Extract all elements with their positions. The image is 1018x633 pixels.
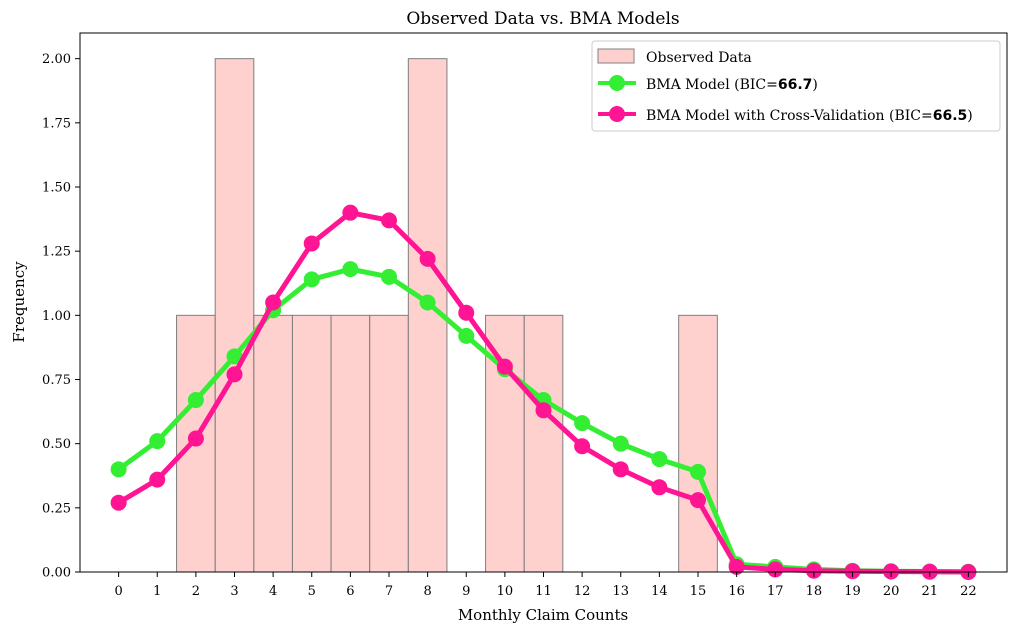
legend-bma-cv-marker (609, 106, 625, 122)
histogram-bar (253, 314, 293, 573)
x-tick-label: 17 (767, 584, 784, 599)
x-tick-label: 8 (423, 584, 431, 599)
x-axis-label: Monthly Claim Counts (458, 606, 628, 624)
x-tick-label: 21 (921, 584, 938, 599)
histogram-bar (369, 314, 409, 573)
histogram-bar (678, 314, 718, 573)
series-point-1 (419, 250, 436, 267)
series-point-1 (381, 212, 397, 229)
series-point-1 (110, 494, 127, 511)
histogram-bar (330, 314, 371, 573)
histogram-bars (176, 58, 718, 573)
x-tick-label: 9 (462, 584, 470, 599)
series-point-1 (805, 562, 822, 579)
series-point-1 (458, 304, 475, 321)
series-point-0 (381, 268, 397, 285)
x-tick-label: 15 (690, 584, 707, 599)
series-point-0 (110, 461, 127, 478)
series-lines (110, 204, 977, 580)
chart-title: Observed Data vs. BMA Models (406, 9, 679, 29)
series-point-1 (767, 561, 784, 578)
series-point-1 (574, 438, 591, 455)
y-axis-ticks: 0.00 0.25 0.50 0.75 1.00 1.25 1.50 1.75 2.00 (42, 52, 80, 581)
x-tick-label: 6 (346, 584, 354, 599)
x-tick-label: 19 (844, 584, 861, 599)
series-point-0 (149, 433, 166, 450)
series-point-1 (535, 402, 552, 419)
y-tick-label: 0.00 (42, 566, 71, 581)
y-tick-label: 1.25 (42, 245, 71, 260)
y-tick-label: 1.75 (42, 116, 71, 131)
y-tick-label: 2.00 (42, 52, 71, 67)
x-tick-label: 20 (883, 584, 900, 599)
y-tick-label: 1.50 (42, 181, 71, 196)
x-axis-ticks: 0 1 2 3 4 5 6 7 8 9 10 11 12 13 14 15 16 17 18 19 20 21 22 (114, 572, 977, 599)
series-point-0 (690, 463, 706, 480)
series-point-0 (612, 435, 629, 452)
legend-bma-label: BMA Model (BIC=66.7) (646, 77, 818, 93)
y-axis-label: Frequency (10, 261, 28, 343)
series-point-1 (187, 430, 204, 447)
series-point-1 (265, 294, 282, 311)
series-point-0 (458, 327, 475, 344)
x-tick-label: 1 (153, 584, 161, 599)
series-point-0 (574, 415, 591, 432)
legend-bma-cv-label: BMA Model with Cross-Validation (BIC=66.… (646, 108, 973, 124)
series-point-1 (496, 358, 513, 375)
x-tick-label: 7 (385, 584, 393, 599)
y-tick-label: 0.50 (42, 437, 71, 452)
x-tick-label: 12 (574, 584, 591, 599)
series-point-0 (226, 348, 243, 365)
legend-bma-prefix: BMA Model (BIC= (646, 77, 778, 93)
x-tick-label: 16 (728, 584, 745, 599)
series-point-1 (612, 461, 629, 478)
histogram-bar (523, 314, 564, 573)
x-tick-label: 3 (230, 584, 238, 599)
series-point-1 (226, 366, 243, 383)
x-tick-label: 13 (612, 584, 629, 599)
legend-observed-swatch (597, 48, 635, 64)
series-point-1 (690, 492, 706, 509)
series-point-1 (303, 235, 320, 252)
series-point-1 (651, 479, 668, 496)
y-tick-label: 1.00 (42, 309, 71, 324)
series-point-1 (728, 558, 745, 575)
series-point-1 (342, 204, 359, 221)
series-point-1 (844, 563, 861, 580)
legend-observed-label: Observed Data (646, 50, 752, 66)
series-point-1 (883, 563, 900, 580)
legend: Observed Data BMA Model (BIC=66.7) BMA M… (591, 40, 1001, 132)
series-point-0 (419, 294, 436, 311)
legend-bma-cv-bic: 66.5 (933, 108, 968, 124)
y-tick-label: 0.25 (42, 501, 71, 516)
legend-bma-cv-suffix: ) (967, 108, 972, 124)
legend-bma-suffix: ) (812, 77, 817, 93)
x-tick-label: 11 (535, 584, 552, 599)
series-point-0 (651, 451, 668, 468)
y-tick-label: 0.75 (42, 373, 71, 388)
histogram-bar (291, 314, 332, 573)
x-tick-label: 4 (269, 584, 277, 599)
series-point-0 (187, 392, 204, 409)
x-tick-label: 14 (651, 584, 668, 599)
x-tick-label: 22 (960, 584, 977, 599)
x-tick-label: 2 (192, 584, 200, 599)
series-point-1 (149, 471, 166, 488)
legend-bma-cv-prefix: BMA Model with Cross-Validation (BIC= (646, 108, 933, 124)
x-tick-label: 0 (114, 584, 122, 599)
x-tick-label: 18 (806, 584, 823, 599)
x-tick-label: 5 (308, 584, 316, 599)
series-point-0 (342, 261, 359, 278)
x-tick-label: 10 (497, 584, 514, 599)
histogram-bar (485, 314, 525, 573)
legend-bma-bic: 66.7 (778, 77, 813, 93)
histogram-bar (214, 58, 255, 573)
legend-bma-marker (609, 75, 625, 91)
series-point-0 (303, 271, 320, 288)
legend-box (591, 40, 1001, 132)
